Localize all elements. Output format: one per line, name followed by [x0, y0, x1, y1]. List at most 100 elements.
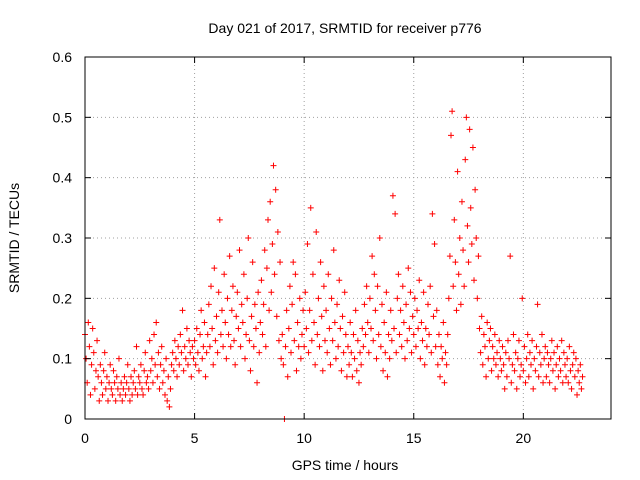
data-point: [441, 379, 448, 386]
data-point: [308, 337, 315, 344]
data-point: [417, 355, 424, 362]
data-point: [201, 319, 208, 326]
data-point: [461, 283, 468, 290]
data-point: [113, 373, 120, 380]
data-point: [259, 331, 266, 338]
data-point: [294, 319, 301, 326]
data-point: [304, 241, 311, 248]
data-point: [324, 349, 331, 356]
data-point: [176, 361, 183, 368]
data-point: [271, 271, 278, 278]
data-point: [456, 235, 463, 241]
data-point: [183, 325, 190, 332]
data-point: [274, 228, 281, 235]
data-point: [151, 331, 158, 338]
data-point: [458, 198, 465, 205]
data-point: [133, 343, 140, 350]
data-point: [398, 343, 405, 350]
data-point: [89, 325, 96, 332]
data-point: [243, 331, 250, 338]
data-point: [496, 337, 503, 344]
data-point: [120, 385, 127, 392]
data-point: [270, 162, 277, 169]
data-point: [194, 349, 201, 356]
data-point: [343, 373, 350, 380]
data-point: [497, 355, 504, 362]
data-point: [285, 325, 292, 332]
data-point: [528, 361, 535, 368]
data-point: [429, 210, 436, 217]
data-point: [241, 355, 248, 362]
data-point: [503, 373, 510, 380]
data-point: [203, 349, 210, 356]
data-point: [564, 355, 571, 362]
data-point: [107, 361, 114, 368]
data-point: [209, 325, 216, 332]
data-point: [157, 361, 164, 368]
data-point: [284, 373, 291, 380]
data-point: [431, 241, 438, 248]
data-point: [509, 361, 516, 368]
data-point: [523, 355, 530, 362]
tick-labels: 0 0.1 0.2 0.3 0.4 0.5 0.6 0 5 10 15 20: [53, 49, 532, 446]
data-point: [328, 295, 335, 302]
data-point: [396, 331, 403, 338]
data-point: [487, 325, 494, 332]
data-point: [112, 397, 119, 404]
data-point: [96, 397, 103, 404]
data-point: [532, 367, 539, 374]
data-point: [504, 337, 511, 344]
data-point: [389, 192, 396, 199]
data-point: [378, 301, 385, 308]
data-point: [557, 367, 564, 374]
x-axis-label: GPS time / hours: [292, 457, 399, 473]
data-point: [546, 379, 553, 386]
data-point: [524, 331, 531, 338]
data-point: [234, 289, 241, 296]
data-point: [463, 114, 470, 121]
data-point: [266, 307, 273, 314]
data-point: [179, 307, 186, 314]
data-point: [511, 367, 518, 374]
data-point: [498, 367, 505, 374]
data-point: [136, 379, 143, 386]
data-point: [560, 349, 567, 356]
data-point: [309, 271, 316, 278]
data-point: [391, 325, 398, 332]
data-point: [467, 204, 474, 211]
x-tick-label: 0: [81, 430, 89, 446]
data-point: [156, 385, 163, 392]
data-point: [412, 343, 419, 350]
data-point: [373, 355, 380, 362]
data-point: [277, 259, 284, 266]
data-point: [374, 283, 381, 290]
data-point: [131, 367, 138, 374]
data-point: [261, 247, 268, 254]
data-point: [320, 283, 327, 290]
data-point: [383, 289, 390, 296]
data-point: [544, 349, 551, 356]
data-point: [263, 265, 270, 272]
data-point: [296, 295, 303, 302]
data-point: [100, 367, 107, 374]
data-point: [369, 253, 376, 260]
data-point: [318, 313, 325, 320]
data-point: [561, 361, 568, 368]
data-point: [449, 108, 456, 115]
data-point: [434, 361, 441, 368]
data-point: [483, 373, 490, 380]
data-point: [251, 301, 258, 308]
data-point: [85, 319, 92, 326]
data-point: [382, 349, 389, 356]
data-point: [548, 337, 555, 344]
data-point: [386, 355, 393, 362]
data-point: [108, 385, 115, 392]
data-point: [432, 343, 439, 350]
data-point: [256, 349, 263, 356]
data-point: [522, 379, 529, 386]
data-point: [572, 355, 579, 362]
data-point: [347, 319, 354, 326]
data-point: [213, 313, 220, 320]
data-point: [214, 349, 221, 356]
data-point: [392, 210, 399, 217]
